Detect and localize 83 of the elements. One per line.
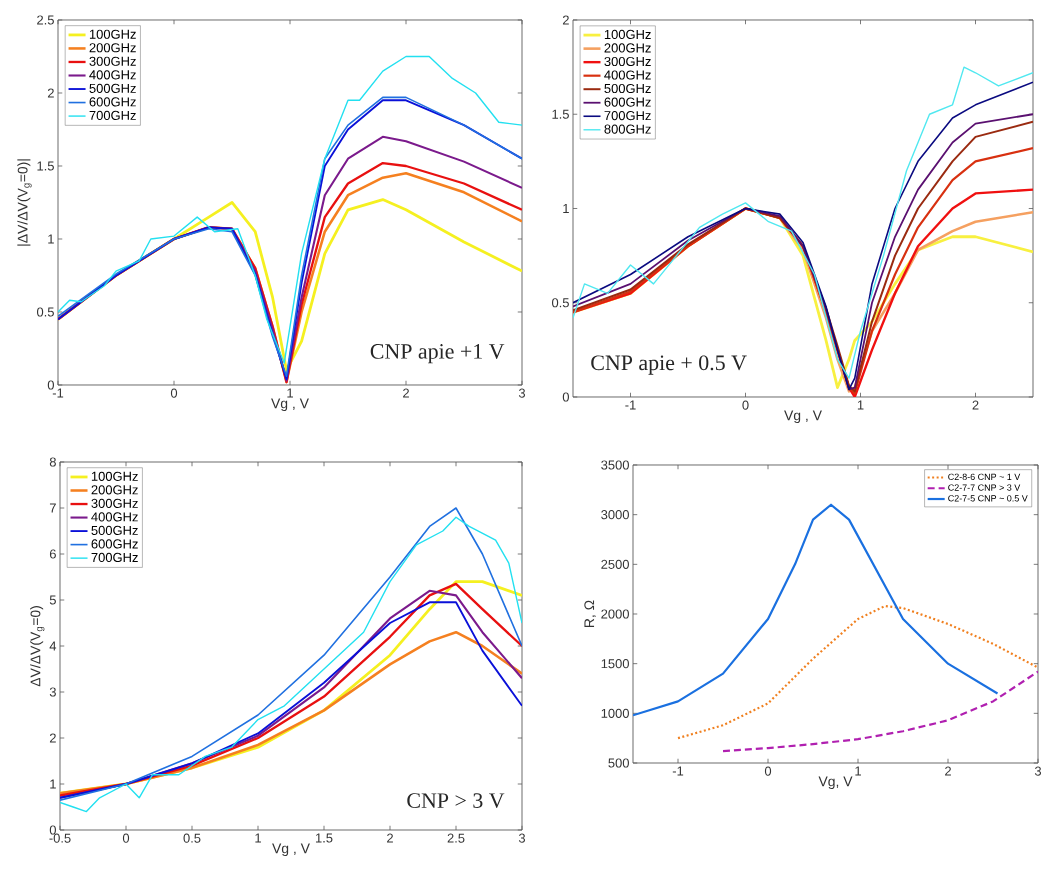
- y-tick-label: 1: [563, 204, 569, 213]
- legend-label: 600GHz: [604, 97, 651, 107]
- legend-label: 300GHz: [89, 56, 136, 66]
- legend-label: 200GHz: [89, 43, 136, 53]
- y-axis-title: |ΔV/ΔV(V$_{g}$=0)|: [17, 159, 32, 246]
- legend-label: 600GHz: [91, 539, 138, 549]
- x-tick-label: 2: [945, 766, 951, 776]
- legend-label: 100GHz: [89, 29, 136, 39]
- y-tick-label: 2: [47, 88, 54, 98]
- y-tick-label: 8: [49, 457, 56, 467]
- legend-label: C2-7-7 CNP > 3 V: [948, 484, 1021, 491]
- x-tick-label: 2: [387, 833, 393, 843]
- x-tick-label: 0.5: [183, 833, 201, 843]
- legend-label: 300GHz: [604, 56, 651, 67]
- legend-label: 500GHz: [604, 83, 651, 94]
- legend-label: C2-7-5 CNP ~ 0.5 V: [948, 495, 1028, 502]
- x-axis-title: Vg, V: [818, 776, 853, 790]
- y-tick-label: 500: [608, 758, 629, 768]
- y-tick-label: 0: [47, 380, 54, 390]
- x-tick-label: 1.5: [315, 833, 333, 843]
- y-axis-title: R, Ω: [584, 600, 596, 627]
- y-tick-label: 1.5: [37, 161, 54, 171]
- y-tick-label: 3: [49, 687, 56, 697]
- x-tick-label: 3: [518, 388, 526, 398]
- x-tick-label: 2: [972, 400, 979, 410]
- x-axis-title: Vg , V: [784, 410, 822, 424]
- legend-label: 700GHz: [604, 110, 651, 121]
- x-tick-label: -1: [672, 766, 684, 776]
- legend-label: 200GHz: [604, 43, 651, 53]
- legend-label: 700GHz: [89, 110, 136, 120]
- y-tick-label: 6: [49, 549, 56, 559]
- x-tick-label: 0: [742, 400, 749, 410]
- x-tick-label: 3: [1034, 766, 1042, 776]
- legend-label: 800GHz: [604, 124, 651, 134]
- legend-label: 400GHz: [604, 70, 651, 80]
- y-tick-label: 1.5: [552, 109, 569, 119]
- legend-label: 500GHz: [91, 525, 138, 535]
- y-tick-label: 5: [49, 595, 56, 605]
- y-tick-label: 4: [49, 641, 57, 651]
- y-tick-label: 1000: [601, 708, 629, 718]
- legend-label: 300GHz: [91, 498, 138, 508]
- legend-label: 100GHz: [604, 29, 651, 39]
- x-tick-label: 0: [764, 766, 772, 776]
- legend-label: 400GHz: [89, 70, 136, 80]
- x-tick-label: 1: [855, 766, 861, 776]
- x-tick-label: 2: [403, 388, 409, 398]
- x-tick-label: 3: [518, 833, 526, 843]
- y-tick-label: 1500: [601, 659, 629, 669]
- y-tick-label: 1: [50, 779, 56, 789]
- y-tick-label: 2500: [601, 559, 629, 569]
- y-tick-label: 1: [48, 234, 54, 244]
- y-tick-label: 3500: [601, 460, 629, 470]
- x-tick-label: 2.5: [447, 833, 465, 843]
- annotation: CNP apie +1 V: [370, 344, 505, 364]
- y-tick-label: 2.5: [37, 15, 54, 25]
- y-tick-label: 2000: [601, 609, 629, 619]
- x-tick-label: 0: [170, 388, 178, 398]
- annotation: CNP apie + 0.5 V: [591, 355, 747, 375]
- y-tick-label: 7: [49, 503, 56, 513]
- y-tick-label: 0.5: [36, 307, 54, 317]
- x-tick-label: -1: [52, 388, 64, 398]
- y-tick-label: 3000: [601, 510, 629, 520]
- annotation: CNP > 3 V: [407, 793, 505, 809]
- y-axis-title: ΔV/ΔV(V$_{g}$=0): [30, 606, 45, 687]
- y-tick-label: 0: [49, 825, 56, 835]
- y-tick-label: 2: [49, 733, 56, 743]
- x-tick-label: -1: [625, 400, 636, 410]
- legend-label: 200GHz: [91, 485, 138, 495]
- y-tick-label: 2: [562, 15, 569, 25]
- legend-label: 500GHz: [89, 83, 136, 93]
- y-tick-label: 0.5: [551, 298, 569, 308]
- x-tick-label: 0: [122, 833, 130, 843]
- legend-label: 100GHz: [91, 471, 138, 481]
- x-tick-label: -0.5: [49, 833, 71, 843]
- x-tick-label: 1: [857, 400, 864, 410]
- legend-label: C2-8-6 CNP ~ 1 V: [948, 473, 1021, 480]
- x-tick-label: 1: [287, 388, 293, 398]
- legend-label: 600GHz: [89, 97, 136, 107]
- x-axis-title: Vg , V: [272, 843, 310, 857]
- legend-label: 400GHz: [91, 512, 138, 522]
- x-tick-label: 1: [255, 833, 261, 843]
- legend-label: 700GHz: [91, 552, 138, 563]
- x-axis-title: Vg , V: [271, 398, 309, 412]
